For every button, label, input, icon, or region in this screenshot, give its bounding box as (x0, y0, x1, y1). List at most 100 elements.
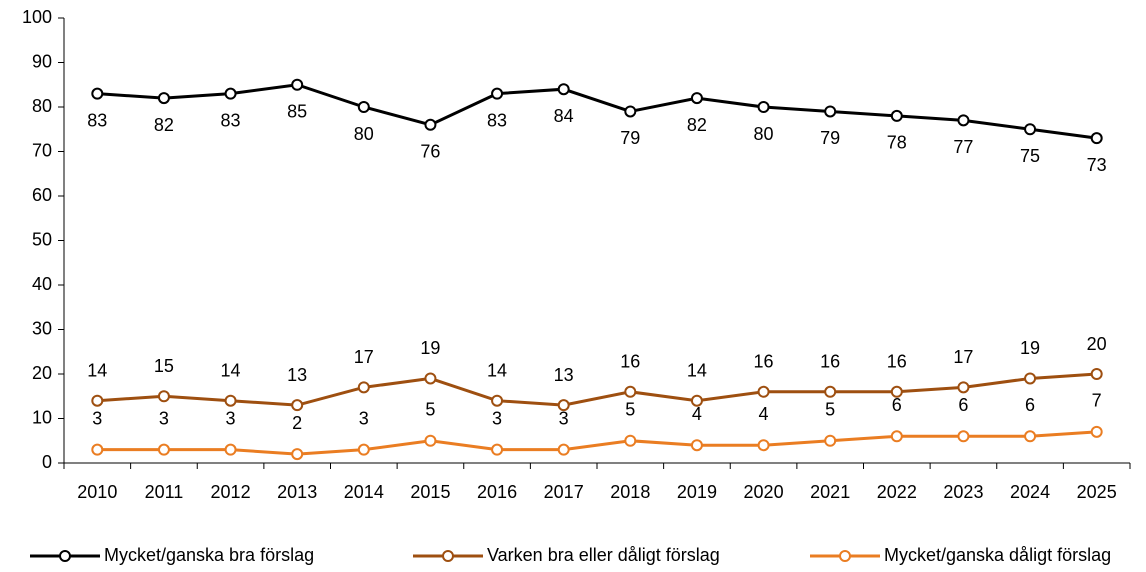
data-label: 4 (759, 404, 769, 424)
data-label: 79 (820, 128, 840, 148)
data-label: 83 (87, 110, 107, 130)
point (291, 399, 304, 412)
legend-label: Mycket/ganska bra förslag (104, 545, 314, 565)
data-label: 2 (292, 413, 302, 433)
x-tick-label: 2012 (211, 482, 251, 502)
data-label: 5 (625, 400, 635, 420)
point (690, 439, 703, 452)
data-label: 85 (287, 102, 307, 122)
y-tick-label: 30 (32, 318, 52, 338)
point (824, 434, 837, 447)
point (224, 394, 237, 407)
data-label: 16 (620, 352, 640, 372)
legend-label: Mycket/ganska dåligt förslag (884, 545, 1111, 565)
point (424, 118, 437, 131)
data-label: 14 (687, 360, 707, 380)
data-label: 17 (354, 347, 374, 367)
point (424, 372, 437, 385)
point (1090, 425, 1103, 438)
y-tick-label: 60 (32, 185, 52, 205)
data-label: 77 (953, 137, 973, 157)
data-label: 3 (559, 408, 569, 428)
y-tick-label: 90 (32, 51, 52, 71)
x-tick-label: 2013 (277, 482, 317, 502)
data-label: 84 (554, 106, 574, 126)
data-label: 82 (687, 115, 707, 135)
data-label: 16 (754, 352, 774, 372)
data-label: 16 (887, 352, 907, 372)
data-label: 15 (154, 356, 174, 376)
data-label: 14 (221, 360, 241, 380)
x-tick-label: 2022 (877, 482, 917, 502)
data-label: 13 (287, 365, 307, 385)
series-line (97, 83, 1097, 140)
data-label: 76 (420, 142, 440, 162)
point (491, 87, 504, 100)
data-label: 19 (420, 338, 440, 358)
data-label: 3 (92, 408, 102, 428)
data-label: 4 (692, 404, 702, 424)
data-label: 6 (958, 395, 968, 415)
x-tick-label: 2021 (810, 482, 850, 502)
x-tick-label: 2010 (77, 482, 117, 502)
x-tick-label: 2016 (477, 482, 517, 502)
point (890, 385, 903, 398)
data-label: 17 (953, 347, 973, 367)
point (357, 381, 370, 394)
legend-marker (442, 550, 454, 562)
y-tick-label: 20 (32, 363, 52, 383)
point (557, 443, 570, 456)
data-label: 14 (487, 360, 507, 380)
y-tick-label: 80 (32, 96, 52, 116)
data-label: 5 (425, 400, 435, 420)
point (91, 394, 104, 407)
point (1024, 123, 1037, 136)
data-label: 6 (892, 395, 902, 415)
data-label: 13 (554, 365, 574, 385)
x-tick-label: 2025 (1077, 482, 1117, 502)
point (624, 434, 637, 447)
point (157, 390, 170, 403)
point (1024, 430, 1037, 443)
data-label: 14 (87, 360, 107, 380)
x-tick-label: 2014 (344, 482, 384, 502)
data-label: 78 (887, 133, 907, 153)
y-tick-label: 70 (32, 140, 52, 160)
point (957, 430, 970, 443)
data-label: 82 (154, 115, 174, 135)
data-label: 80 (354, 124, 374, 144)
point (224, 87, 237, 100)
point (757, 101, 770, 113)
data-label: 75 (1020, 146, 1040, 166)
x-tick-label: 2015 (410, 482, 450, 502)
point (890, 430, 903, 443)
series-line (97, 372, 1097, 407)
y-tick-label: 40 (32, 274, 52, 294)
point (890, 109, 903, 122)
data-label: 3 (159, 408, 169, 428)
point (957, 114, 970, 127)
point (757, 439, 770, 452)
point (824, 385, 837, 398)
legend-label: Varken bra eller dåligt förslag (487, 545, 720, 565)
x-tick-label: 2023 (943, 482, 983, 502)
data-label: 79 (620, 128, 640, 148)
x-tick-label: 2011 (145, 482, 184, 502)
point (957, 381, 970, 394)
x-tick-label: 2018 (610, 482, 650, 502)
x-tick-label: 2019 (677, 482, 717, 502)
data-label: 19 (1020, 338, 1040, 358)
legend-marker (59, 550, 71, 562)
point (1024, 372, 1037, 385)
data-label: 80 (754, 124, 774, 144)
x-tick-label: 2017 (544, 482, 584, 502)
point (757, 385, 770, 398)
point (824, 105, 837, 118)
y-tick-label: 0 (42, 452, 52, 472)
point (1090, 132, 1103, 145)
point (91, 87, 104, 100)
point (557, 399, 570, 412)
data-label: 3 (359, 408, 369, 428)
data-label: 73 (1087, 155, 1107, 175)
point (357, 443, 370, 456)
